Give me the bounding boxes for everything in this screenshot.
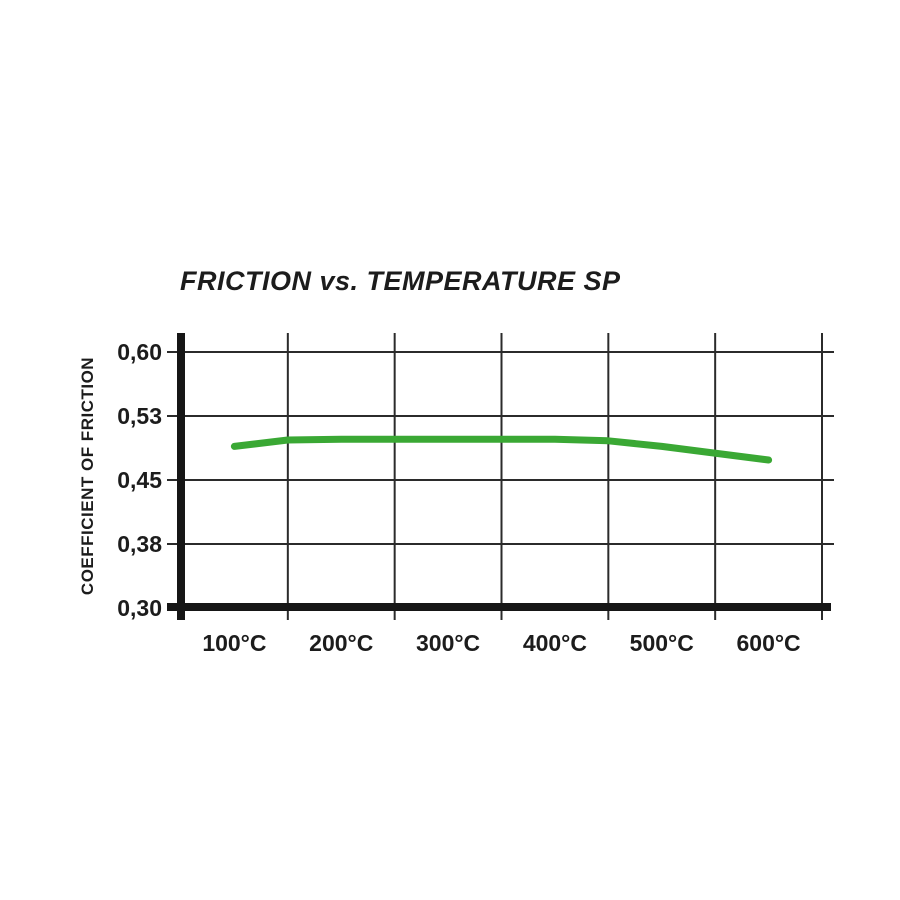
x-tick-label: 300°C — [416, 630, 480, 656]
x-tick-label: 600°C — [736, 630, 800, 656]
y-tick-label: 0,38 — [117, 531, 162, 557]
x-tick-label: 100°C — [202, 630, 266, 656]
x-tick-label: 400°C — [523, 630, 587, 656]
y-tick-label: 0,45 — [117, 467, 162, 493]
vertical-gridlines — [286, 333, 823, 620]
friction-curve — [230, 435, 773, 464]
x-tick-label: 500°C — [630, 630, 694, 656]
y-tick-label: 0,60 — [117, 339, 162, 365]
y-tick-labels: 0,60 0,53 0,45 0,38 0,30 — [117, 339, 162, 621]
axes — [167, 333, 831, 620]
x-tick-label: 200°C — [309, 630, 373, 656]
series-lines — [230, 435, 773, 464]
chart-title: FRICTION vs. TEMPERATURE SP — [180, 266, 621, 296]
x-tick-labels: 100°C 200°C 300°C 400°C 500°C 600°C — [202, 630, 800, 656]
y-tick-label: 0,53 — [117, 403, 162, 429]
y-tick-label: 0,30 — [117, 595, 162, 621]
